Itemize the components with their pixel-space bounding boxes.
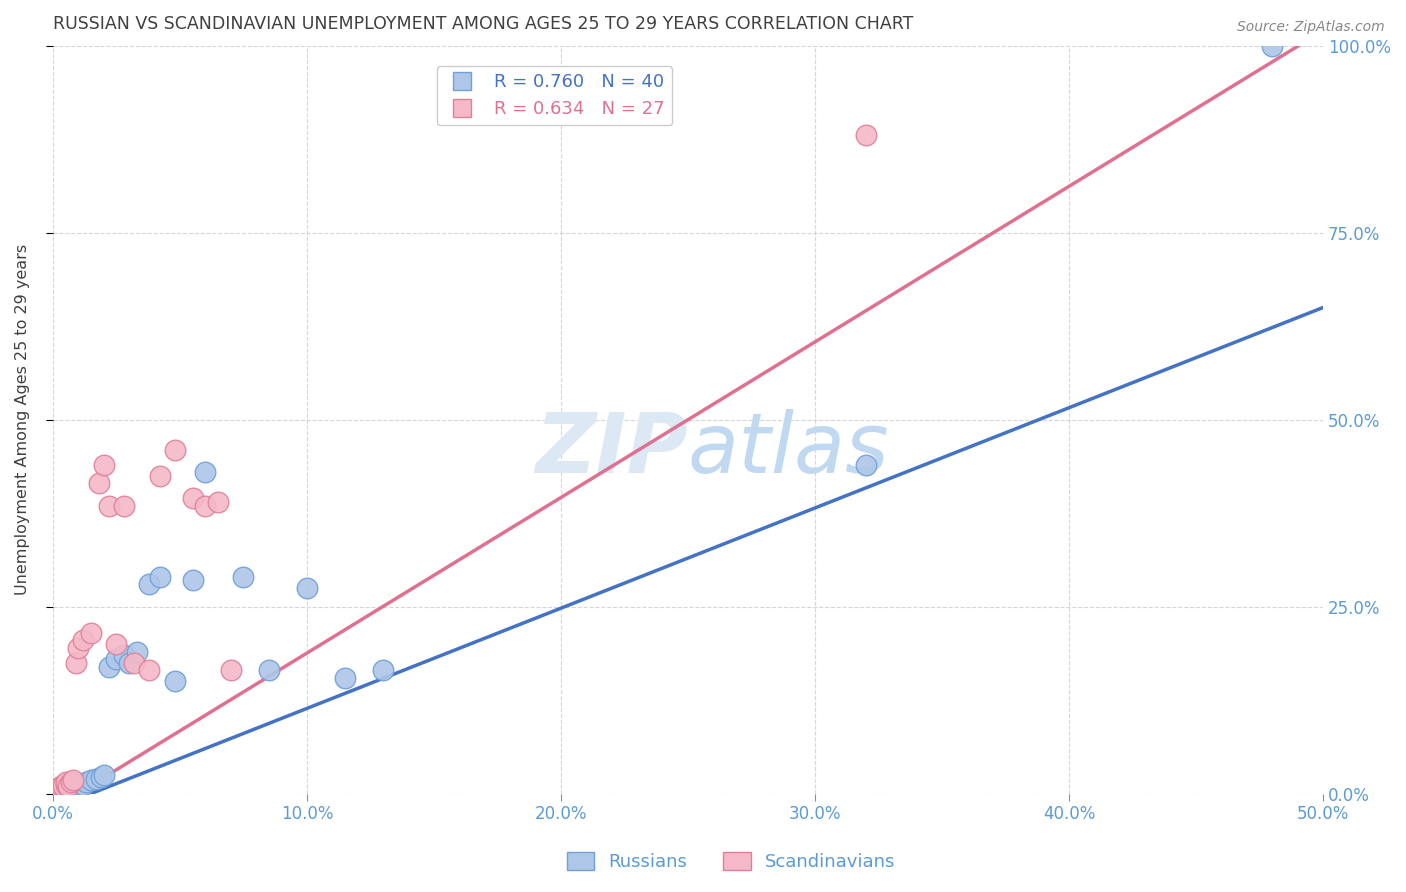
Point xyxy=(70,779,93,793)
Point xyxy=(125,644,148,658)
Point xyxy=(232,570,254,584)
Point xyxy=(55,778,77,792)
Point xyxy=(855,458,877,472)
Point xyxy=(181,491,204,506)
Point xyxy=(55,780,77,795)
Point xyxy=(93,458,115,472)
Point xyxy=(62,773,84,788)
Point xyxy=(105,637,128,651)
Point xyxy=(46,781,69,796)
Point xyxy=(181,574,204,588)
Text: ZIP: ZIP xyxy=(536,409,688,490)
Point xyxy=(87,476,110,491)
Point xyxy=(194,465,217,479)
Point xyxy=(72,633,94,648)
Point xyxy=(122,656,145,670)
Point xyxy=(56,779,79,793)
Point xyxy=(163,674,186,689)
Point xyxy=(56,779,79,793)
Point xyxy=(59,780,82,794)
Point xyxy=(49,779,72,793)
Point xyxy=(855,128,877,143)
Point xyxy=(138,577,160,591)
Point xyxy=(80,773,103,788)
Text: RUSSIAN VS SCANDINAVIAN UNEMPLOYMENT AMONG AGES 25 TO 29 YEARS CORRELATION CHART: RUSSIAN VS SCANDINAVIAN UNEMPLOYMENT AMO… xyxy=(53,15,914,33)
Point xyxy=(44,783,66,797)
Point xyxy=(65,656,87,670)
Point xyxy=(52,779,75,793)
Point xyxy=(149,570,172,584)
Point xyxy=(49,782,72,797)
Point xyxy=(93,768,115,782)
Point xyxy=(97,659,120,673)
Point xyxy=(65,779,87,793)
Point xyxy=(84,772,107,786)
Point xyxy=(52,781,75,796)
Legend: R = 0.760   N = 40, R = 0.634   N = 27: R = 0.760 N = 40, R = 0.634 N = 27 xyxy=(437,66,672,126)
Point xyxy=(52,779,75,793)
Point xyxy=(149,468,172,483)
Point xyxy=(56,780,79,795)
Point xyxy=(105,652,128,666)
Point xyxy=(46,782,69,797)
Legend: Russians, Scandinavians: Russians, Scandinavians xyxy=(560,845,903,879)
Text: Source: ZipAtlas.com: Source: ZipAtlas.com xyxy=(1237,20,1385,34)
Point xyxy=(163,442,186,457)
Point xyxy=(112,499,135,513)
Point xyxy=(219,663,242,677)
Point xyxy=(194,499,217,513)
Point xyxy=(46,780,69,795)
Text: atlas: atlas xyxy=(688,409,890,490)
Y-axis label: Unemployment Among Ages 25 to 29 years: Unemployment Among Ages 25 to 29 years xyxy=(15,244,30,595)
Point xyxy=(59,775,82,789)
Point xyxy=(333,671,356,685)
Point xyxy=(44,783,66,797)
Point xyxy=(112,648,135,663)
Point xyxy=(55,779,77,793)
Point xyxy=(97,499,120,513)
Point xyxy=(80,625,103,640)
Point xyxy=(55,775,77,789)
Point xyxy=(59,778,82,792)
Point xyxy=(62,779,84,793)
Point xyxy=(207,495,229,509)
Point xyxy=(49,780,72,795)
Point xyxy=(67,640,90,655)
Point xyxy=(295,581,318,595)
Point xyxy=(257,663,280,677)
Point xyxy=(72,778,94,792)
Point xyxy=(118,656,141,670)
Point xyxy=(138,663,160,677)
Point xyxy=(67,778,90,792)
Point xyxy=(373,663,395,677)
Point xyxy=(1261,38,1284,53)
Point xyxy=(75,775,97,789)
Point xyxy=(90,770,112,784)
